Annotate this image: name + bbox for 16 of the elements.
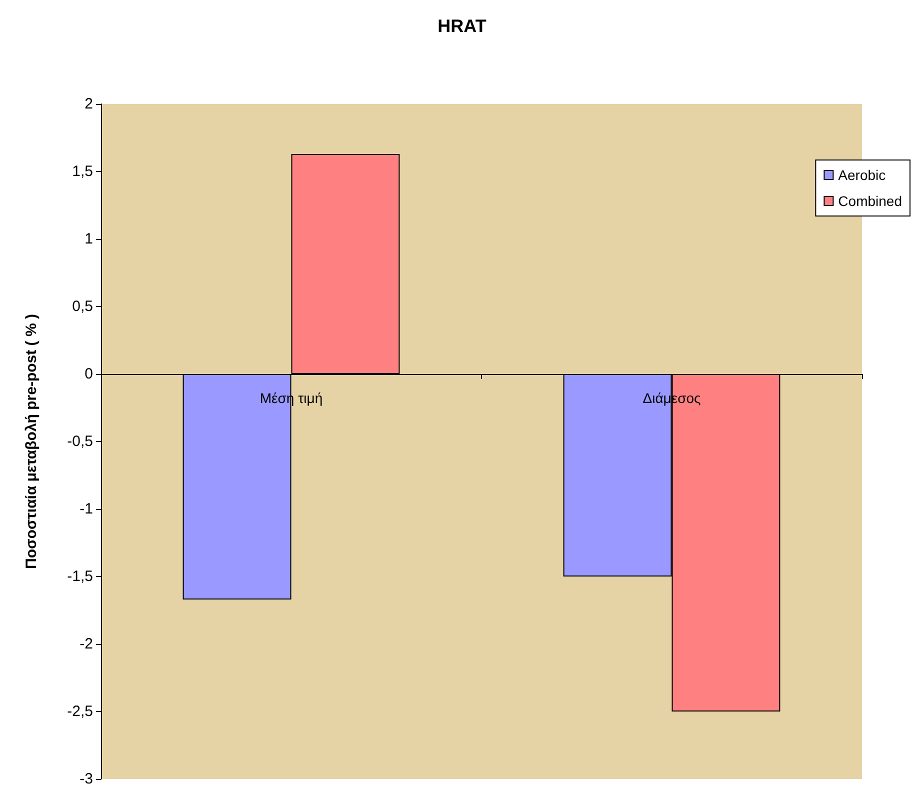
y-tick-label: 1,5 <box>72 163 93 180</box>
x-tick-label: Διάμεσος <box>642 390 702 406</box>
y-tick-label: -0,5 <box>67 433 93 450</box>
y-tick-label: 0 <box>84 366 93 382</box>
legend-label: Aerobic <box>838 167 886 183</box>
y-tick-label: 1 <box>84 230 93 248</box>
y-tick-label: -1 <box>80 500 93 518</box>
y-axis-title: Ποσοστιαία μεταβολή pre-post ( % ) <box>23 314 40 569</box>
y-tick-label: -2 <box>80 636 93 652</box>
chart-title: HRAT <box>438 16 486 36</box>
y-tick-label: -2,5 <box>67 703 93 720</box>
y-tick-label: -3 <box>80 770 93 788</box>
y-tick-label: 0,5 <box>72 298 93 315</box>
y-tick-label: 2 <box>84 96 93 112</box>
y-tick-label: -1,5 <box>67 568 93 585</box>
legend-label: Combined <box>838 193 902 209</box>
